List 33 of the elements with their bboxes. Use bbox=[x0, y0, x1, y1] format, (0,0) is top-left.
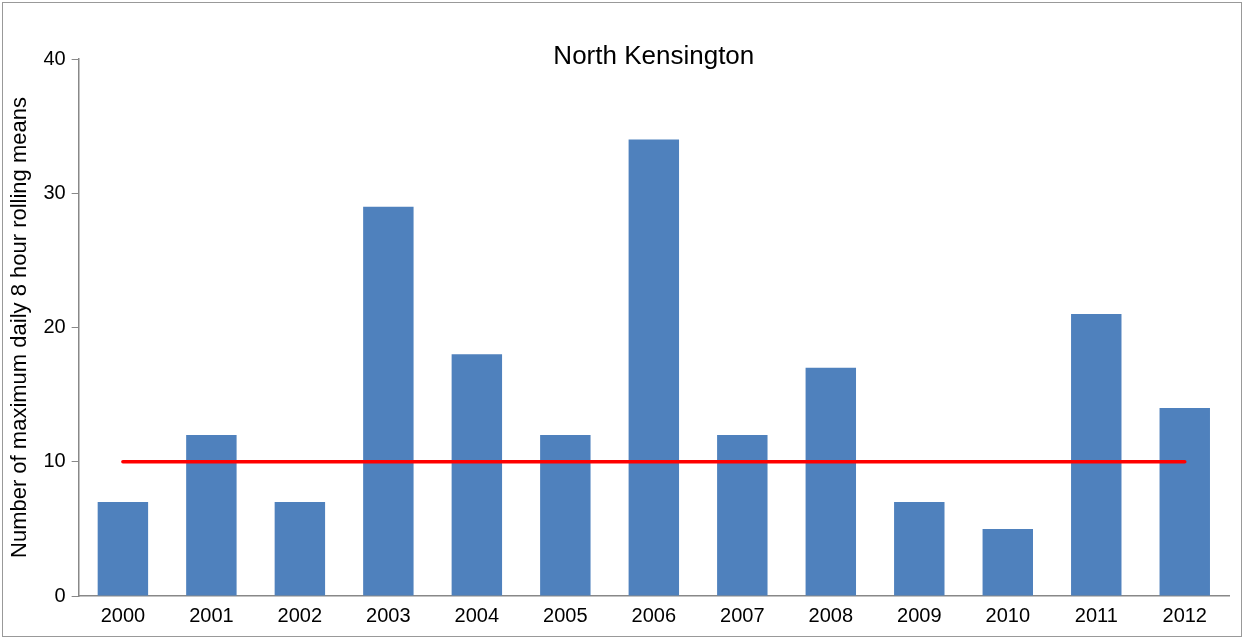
bar bbox=[982, 528, 1033, 596]
chart-title: North Kensington bbox=[553, 40, 755, 71]
x-tick-label: 2010 bbox=[985, 603, 1031, 626]
x-tick-label: 2000 bbox=[100, 603, 146, 626]
bar bbox=[97, 502, 149, 596]
bar bbox=[186, 434, 237, 596]
y-tick-label: 0 bbox=[54, 583, 66, 606]
x-tick-label: 2004 bbox=[454, 603, 500, 626]
x-tick-label: 2002 bbox=[277, 603, 323, 626]
bar bbox=[717, 434, 768, 596]
bar bbox=[363, 206, 414, 596]
x-tick-label: 2005 bbox=[543, 603, 588, 626]
y-tick-label: 20 bbox=[43, 315, 66, 338]
bar bbox=[274, 502, 326, 596]
x-tick-label: 2012 bbox=[1162, 603, 1208, 626]
x-tick-label: 2001 bbox=[189, 603, 234, 626]
x-tick-label: 2006 bbox=[631, 603, 677, 626]
bar bbox=[894, 502, 945, 596]
x-tick-label: 2011 bbox=[1074, 603, 1118, 626]
bar bbox=[540, 434, 591, 596]
y-tick-label: 10 bbox=[43, 449, 66, 472]
x-tick-label: 2007 bbox=[720, 603, 765, 626]
y-tick-label: 30 bbox=[43, 180, 66, 203]
bar bbox=[805, 367, 857, 596]
y-axis-title: Number of maximum daily 8 hour rolling means bbox=[6, 97, 32, 558]
bar bbox=[1071, 314, 1122, 596]
bar bbox=[451, 354, 503, 596]
x-tick-label: 2009 bbox=[897, 603, 942, 626]
x-tick-label: 2008 bbox=[808, 603, 854, 626]
bar bbox=[628, 139, 680, 596]
bar bbox=[1159, 408, 1210, 596]
y-tick-label: 40 bbox=[43, 46, 66, 69]
x-tick-label: 2003 bbox=[366, 603, 411, 626]
